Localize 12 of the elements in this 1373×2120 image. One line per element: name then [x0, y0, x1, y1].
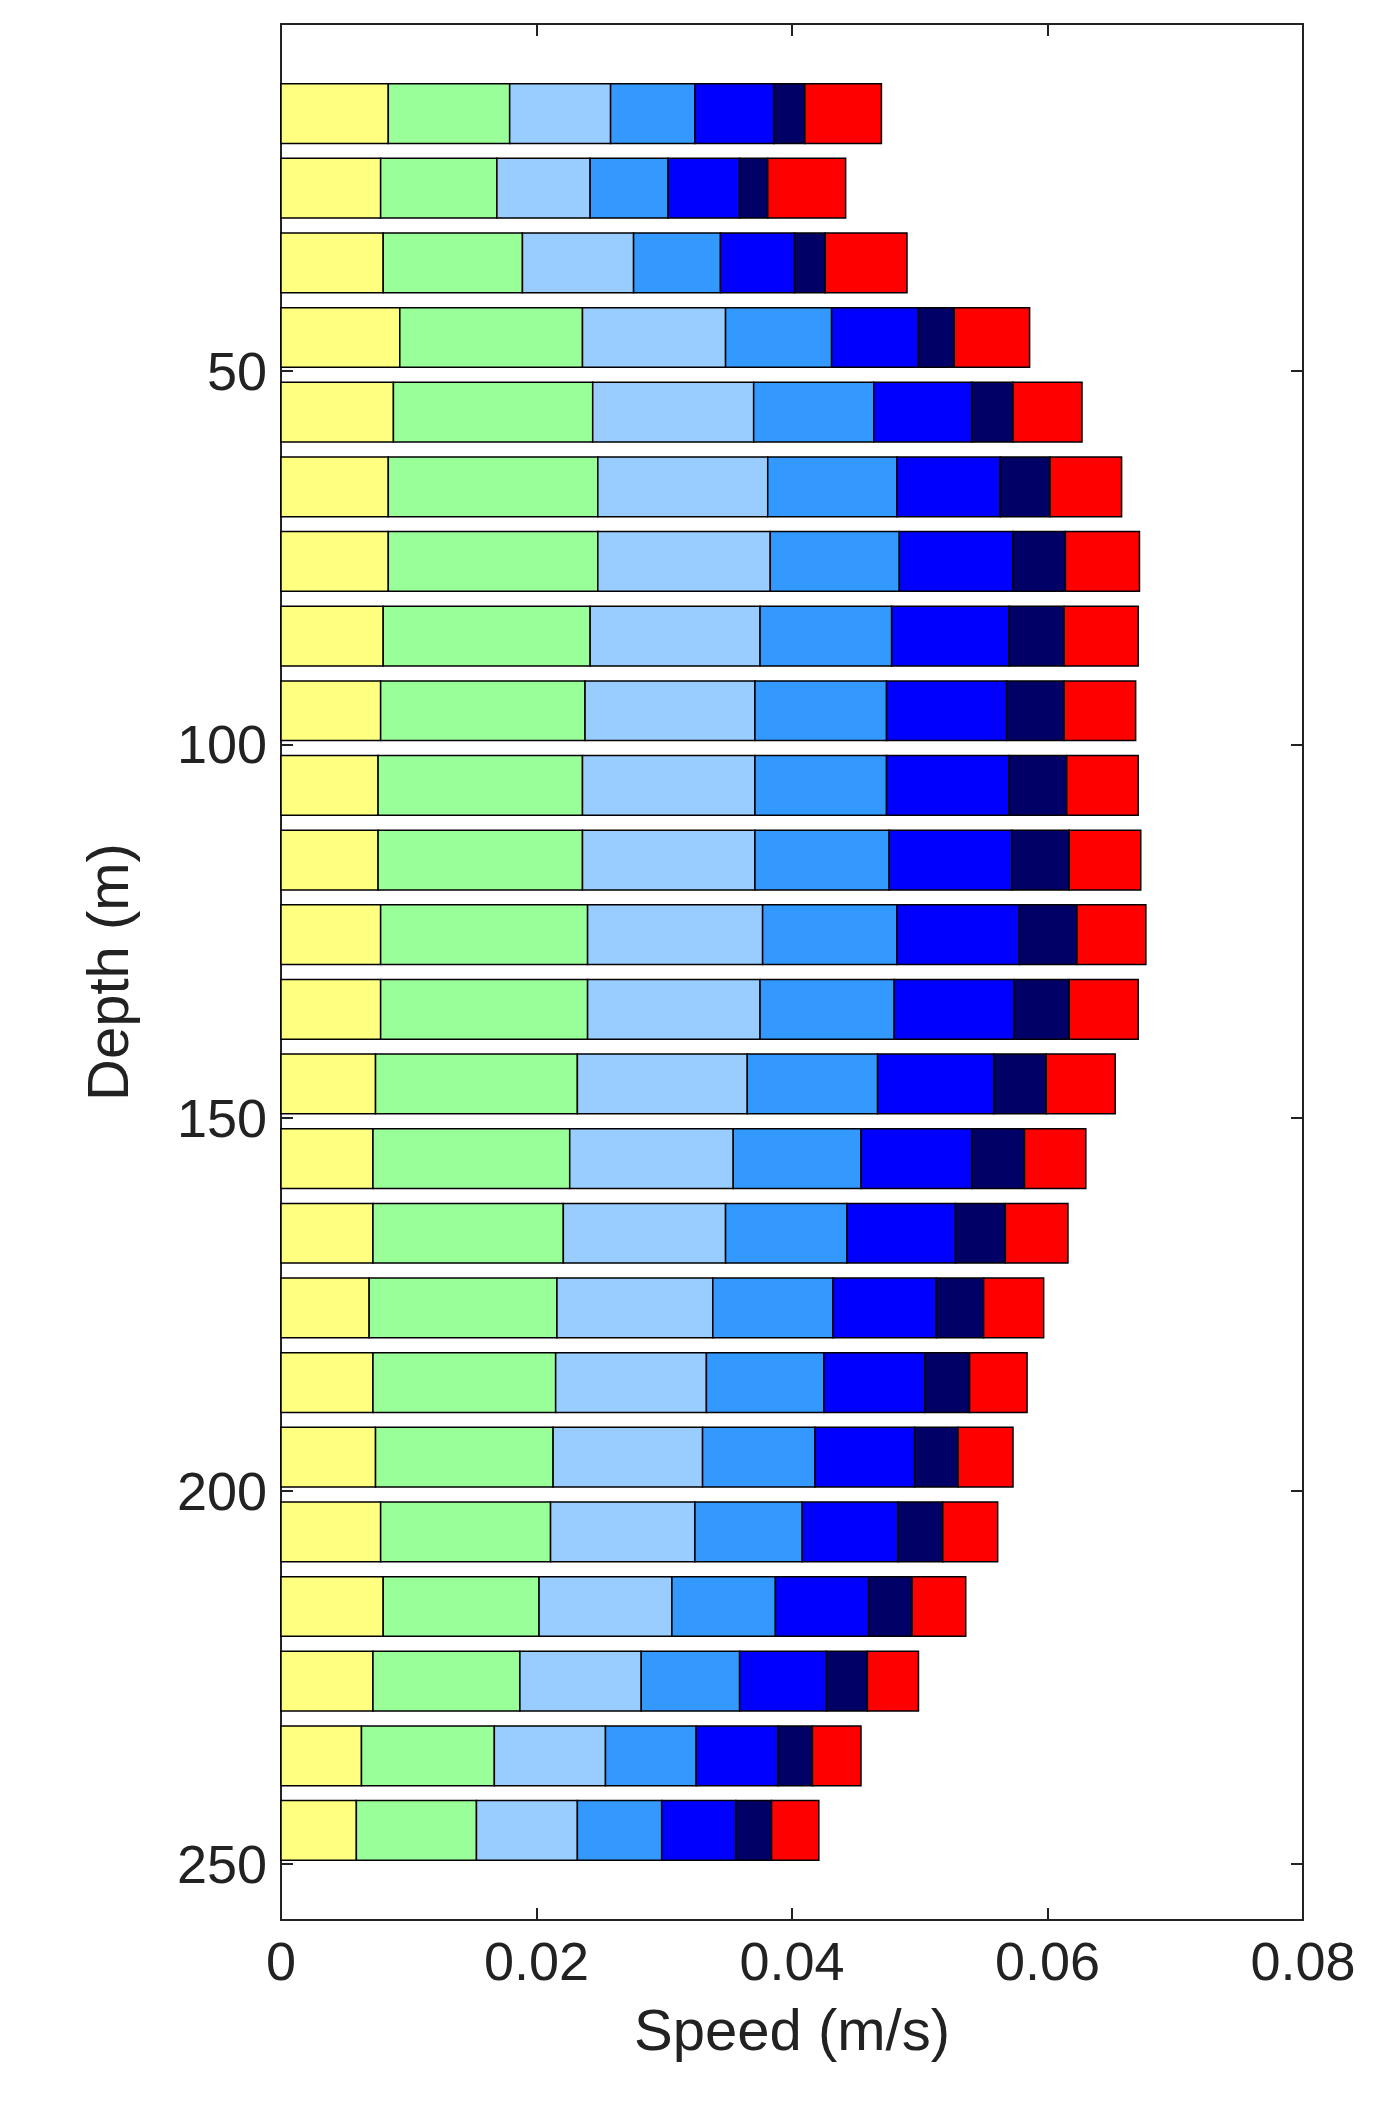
y-tick-label: 150 — [176, 1087, 267, 1148]
x-tick-label: 0 — [265, 1931, 297, 1991]
y-axis-title: Depth (m) — [74, 843, 140, 1101]
y-tick-label: 250 — [176, 1834, 267, 1895]
y-tick-label: 50 — [206, 341, 267, 402]
y-tick-label: 200 — [176, 1460, 267, 1521]
x-axis-title: Speed (m/s) — [634, 1996, 950, 2062]
x-tick-label: 0.06 — [994, 1931, 1101, 1991]
x-tick-label: 0.02 — [483, 1931, 590, 1991]
x-tick-label: 0.08 — [1250, 1931, 1356, 1991]
x-tick-label: 0.04 — [739, 1931, 845, 1991]
y-tick-label: 100 — [176, 714, 267, 775]
